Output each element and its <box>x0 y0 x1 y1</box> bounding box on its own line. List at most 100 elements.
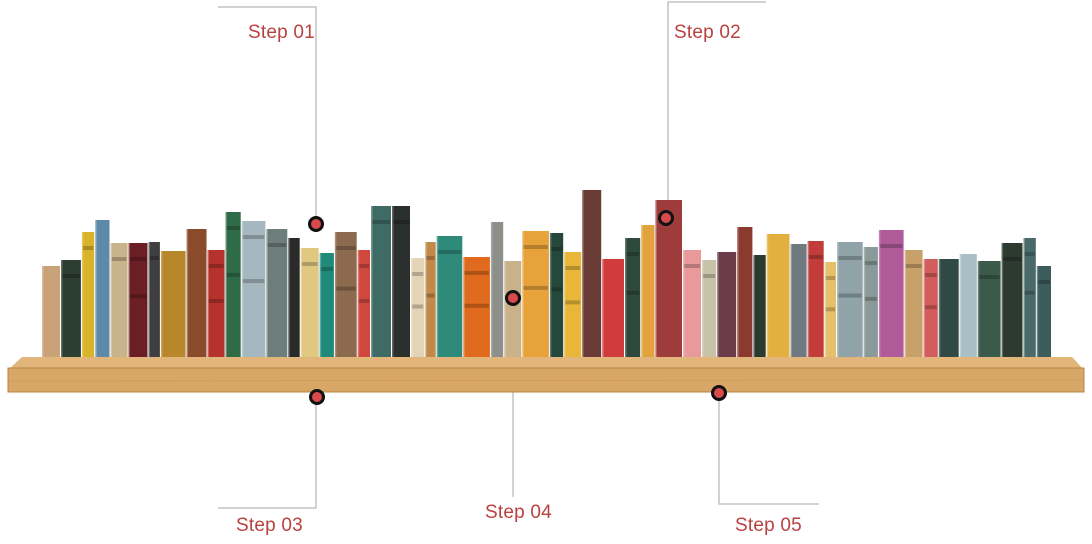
book-band <box>626 290 640 295</box>
book-band <box>838 293 862 298</box>
book-band <box>808 255 823 259</box>
book-highlight <box>1023 238 1025 362</box>
book-highlight <box>717 252 719 362</box>
book-band <box>464 271 489 275</box>
book-highlight <box>625 238 627 362</box>
book-band <box>864 261 877 265</box>
book-band <box>565 300 581 305</box>
book-highlight <box>1001 243 1004 362</box>
book-highlight <box>1036 266 1039 362</box>
book-band <box>905 264 922 268</box>
book-spine <box>977 261 1001 362</box>
book-spine <box>95 220 110 362</box>
book-band <box>626 252 640 256</box>
step-02-label: Step 02 <box>674 22 741 43</box>
book-spine <box>824 262 837 362</box>
book-highlight <box>753 255 755 362</box>
book-band <box>523 285 548 290</box>
book-band <box>335 246 356 250</box>
book-spine <box>371 206 391 362</box>
book-highlight <box>582 190 584 362</box>
book-band <box>1024 290 1035 295</box>
book-spine <box>923 259 938 362</box>
book-band <box>978 275 1000 279</box>
book-band <box>1002 257 1022 261</box>
book-band <box>320 267 333 271</box>
marker-step-03 <box>309 389 325 405</box>
book-band <box>372 220 390 224</box>
book-spine <box>425 242 436 362</box>
book-spine <box>160 251 186 362</box>
book-spine <box>549 233 564 362</box>
book-spine <box>878 230 904 362</box>
marker-step-01 <box>308 216 324 232</box>
book-highlight <box>504 261 506 362</box>
book-band <box>358 299 369 303</box>
book-spine <box>625 238 641 362</box>
book-spine <box>266 229 288 362</box>
book-highlight <box>490 222 493 362</box>
book-highlight <box>425 242 427 362</box>
book-spine <box>737 227 753 362</box>
book-highlight <box>522 231 524 362</box>
book-highlight <box>207 250 209 362</box>
step-01-label: Step 01 <box>248 22 315 43</box>
book-spine <box>683 250 701 362</box>
book-band <box>565 266 581 270</box>
book-band <box>1037 280 1050 284</box>
book-spine <box>602 259 624 362</box>
book-highlight <box>863 247 866 362</box>
book-spine <box>1036 266 1051 362</box>
book-spine <box>110 243 128 362</box>
shelf <box>7 357 1085 393</box>
book-band <box>703 274 716 278</box>
book-highlight <box>334 232 337 362</box>
book-spine <box>300 248 319 362</box>
book-band <box>437 250 462 254</box>
book-band <box>226 226 240 230</box>
book-spine <box>863 247 878 362</box>
book-spine <box>564 252 582 362</box>
book-highlight <box>683 250 685 362</box>
book-highlight <box>225 212 227 362</box>
book-spine <box>655 200 682 362</box>
book-spine <box>702 260 717 362</box>
marker-step-04 <box>505 290 521 306</box>
book-spine <box>186 229 207 362</box>
book-spine <box>1001 243 1023 362</box>
book-spine <box>807 241 824 362</box>
book-highlight <box>824 262 827 362</box>
book-band <box>129 257 147 261</box>
step-04-label: Step 04 <box>485 502 552 523</box>
book-band <box>464 303 489 308</box>
book-band <box>335 286 356 291</box>
book-highlight <box>878 230 881 362</box>
book-band <box>226 272 240 277</box>
book-spine <box>522 231 549 362</box>
book-highlight <box>641 225 643 362</box>
connector-step-02 <box>667 1 766 218</box>
book-band <box>426 256 435 260</box>
book-spine <box>436 236 463 362</box>
book-band <box>393 220 409 224</box>
book-spine <box>319 253 334 362</box>
book-highlight <box>95 220 97 362</box>
book-highlight <box>602 259 604 362</box>
book-spine <box>334 232 357 362</box>
book-highlight <box>61 260 63 362</box>
book-band <box>924 305 937 310</box>
book-spine <box>938 259 959 362</box>
book-band <box>838 256 862 260</box>
book-highlight <box>837 242 839 362</box>
book-highlight <box>790 244 792 362</box>
book-spine <box>504 261 522 362</box>
book-highlight <box>807 241 810 362</box>
book-highlight <box>436 236 439 362</box>
book-band <box>62 274 80 278</box>
book-highlight <box>904 250 907 362</box>
book-band <box>550 247 563 251</box>
book-highlight <box>186 229 189 362</box>
book-band <box>864 296 877 301</box>
book-highlight <box>463 257 465 362</box>
book-band <box>412 304 424 309</box>
